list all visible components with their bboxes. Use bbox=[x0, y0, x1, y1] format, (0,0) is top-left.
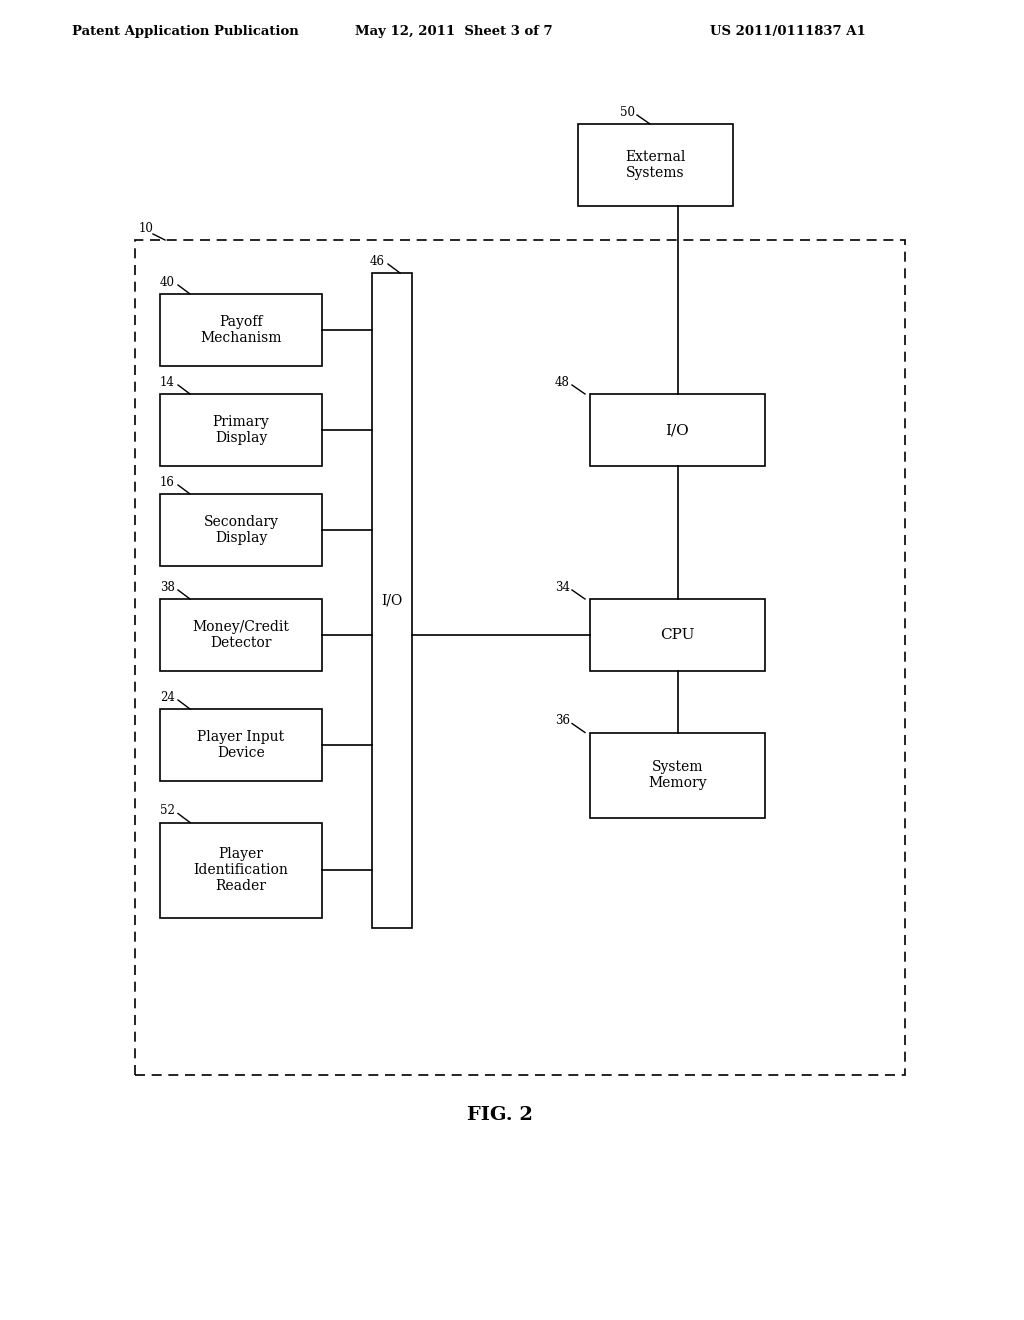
Bar bbox=[160, 393, 322, 466]
Text: 16: 16 bbox=[160, 477, 175, 488]
Text: I/O: I/O bbox=[666, 422, 689, 437]
Text: 48: 48 bbox=[555, 376, 570, 389]
Bar bbox=[590, 393, 765, 466]
Bar bbox=[372, 273, 412, 928]
Text: CPU: CPU bbox=[660, 628, 694, 642]
Text: 40: 40 bbox=[160, 276, 175, 289]
Text: Player
Identification
Reader: Player Identification Reader bbox=[194, 847, 289, 894]
Text: 24: 24 bbox=[160, 690, 175, 704]
Text: Payoff
Mechanism: Payoff Mechanism bbox=[201, 315, 282, 345]
Text: I/O: I/O bbox=[381, 594, 402, 607]
Text: Player Input
Device: Player Input Device bbox=[198, 730, 285, 760]
Text: FIG. 2: FIG. 2 bbox=[467, 1106, 532, 1125]
Text: 46: 46 bbox=[370, 255, 385, 268]
Bar bbox=[160, 294, 322, 366]
Text: May 12, 2011  Sheet 3 of 7: May 12, 2011 Sheet 3 of 7 bbox=[355, 25, 553, 38]
Text: 50: 50 bbox=[620, 106, 635, 119]
Text: 52: 52 bbox=[160, 804, 175, 817]
Text: 34: 34 bbox=[555, 581, 570, 594]
Bar bbox=[160, 494, 322, 566]
Text: Money/Credit
Detector: Money/Credit Detector bbox=[193, 620, 290, 651]
Text: Primary
Display: Primary Display bbox=[213, 414, 269, 445]
Bar bbox=[135, 240, 905, 1074]
Text: 38: 38 bbox=[160, 581, 175, 594]
Bar bbox=[160, 822, 322, 917]
Bar bbox=[160, 599, 322, 671]
Text: 10: 10 bbox=[139, 222, 154, 235]
Text: External
Systems: External Systems bbox=[625, 150, 685, 180]
Text: System
Memory: System Memory bbox=[648, 760, 707, 791]
Text: US 2011/0111837 A1: US 2011/0111837 A1 bbox=[710, 25, 865, 38]
Text: 36: 36 bbox=[555, 714, 570, 727]
Text: Patent Application Publication: Patent Application Publication bbox=[72, 25, 299, 38]
Text: 14: 14 bbox=[160, 376, 175, 389]
Bar bbox=[578, 124, 732, 206]
Bar bbox=[590, 599, 765, 671]
Bar bbox=[590, 733, 765, 817]
Bar bbox=[160, 709, 322, 781]
Text: Secondary
Display: Secondary Display bbox=[204, 515, 279, 545]
